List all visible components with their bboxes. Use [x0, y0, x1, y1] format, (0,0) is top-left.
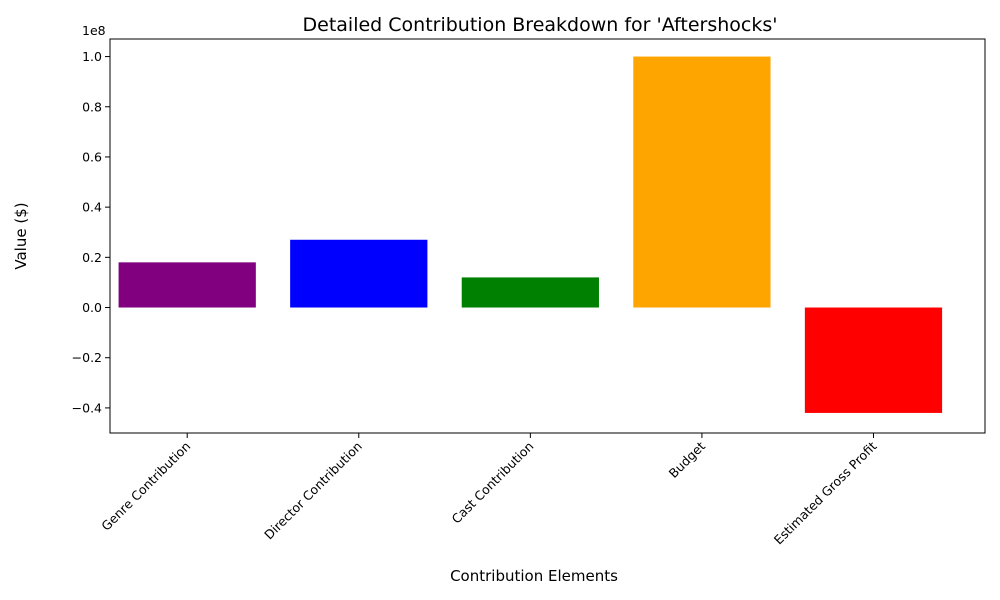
x-axis-label: Contribution Elements	[450, 567, 618, 585]
x-ticks-layer: Genre Contribution Director Contribution C…	[98, 433, 880, 547]
bars-layer	[118, 56, 943, 413]
x-tick-label: Genre Contribution	[98, 439, 193, 534]
y-tick-label: 0.8	[82, 99, 102, 114]
x-tick-label: Director Contribution	[261, 439, 365, 543]
chart-title: Detailed Contribution Breakdown for 'Aft…	[303, 14, 778, 36]
bar-budget	[633, 56, 771, 308]
x-tick-label: Cast Contribution	[449, 439, 537, 527]
bar-estimated-gross-profit	[804, 307, 943, 413]
bar-director-contribution	[290, 239, 428, 308]
plot-frame	[109, 38, 986, 434]
bar-genre-contribution	[118, 262, 256, 308]
y-tick-label: 1.0	[82, 49, 102, 64]
y-ticks-layer: −0.4 −0.2 0.0 0.2 0.4 0.6 0.8 1.0	[72, 49, 110, 415]
x-tick-label: Budget	[666, 438, 708, 480]
y-axis-label: Value ($)	[12, 202, 30, 269]
y-axis-offset-label: 1e8	[82, 23, 106, 38]
y-tick-label: −0.4	[72, 400, 102, 415]
y-tick-label: −0.2	[72, 350, 102, 365]
x-tick-label: Estimated Gross Profit	[771, 438, 880, 547]
y-tick-label: 0.6	[82, 149, 102, 164]
y-tick-label: 0.0	[82, 300, 102, 315]
y-tick-label: 0.4	[82, 200, 102, 215]
bar-cast-contribution	[461, 277, 599, 308]
y-tick-label: 0.2	[82, 250, 102, 265]
